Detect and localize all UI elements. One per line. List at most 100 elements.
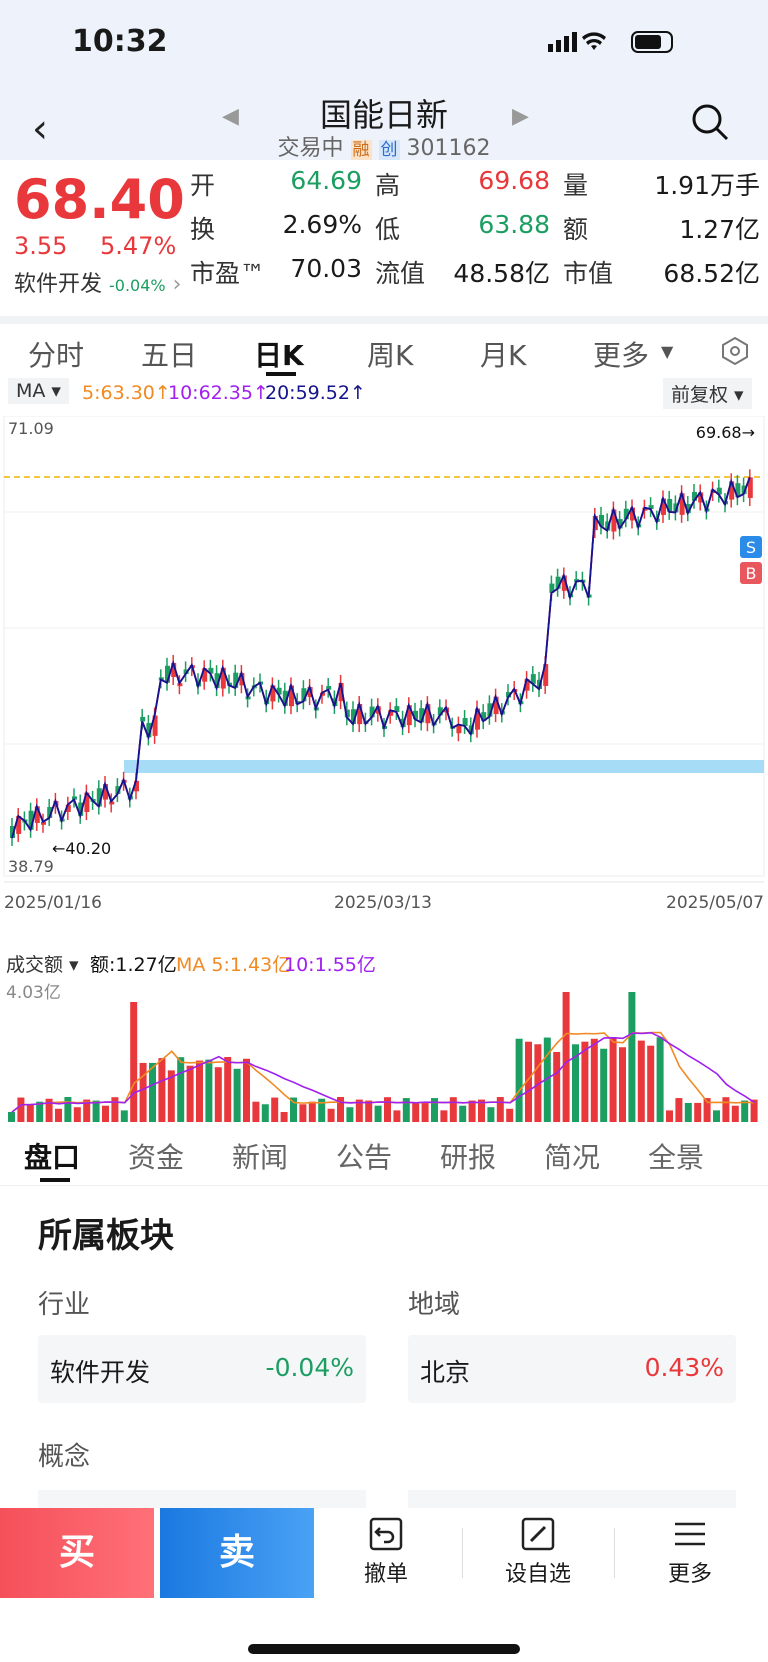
add-watchlist-button[interactable]: 设自选: [482, 1516, 594, 1596]
volume-bar: [36, 1101, 44, 1122]
price-change-pct: 5.47%: [100, 232, 177, 260]
more-button[interactable]: 更多: [634, 1516, 746, 1596]
volume-bar: [224, 1057, 232, 1122]
chart-frame: [3, 416, 765, 877]
region-card[interactable]: 北京 0.43%: [408, 1335, 736, 1403]
candle: [146, 723, 152, 738]
cancel-order-button[interactable]: 撤单: [330, 1516, 442, 1596]
back-arrow-icon[interactable]: ‹: [32, 106, 48, 152]
period-tab[interactable]: 日K: [254, 339, 304, 372]
settings-hex-icon[interactable]: [720, 336, 750, 366]
volume-bar: [628, 992, 636, 1122]
candle: [673, 503, 679, 513]
candle: [642, 507, 648, 511]
watch-label: 设自选: [504, 1562, 571, 1587]
info-tab[interactable]: 公告: [336, 1141, 393, 1174]
candle: [78, 802, 84, 816]
candle: [716, 487, 722, 495]
volume-bar: [374, 1105, 382, 1122]
adjust-selector[interactable]: 前复权 ▾: [663, 378, 752, 409]
quote-panel: 68.40 3.55 5.47% 软件开发 -0.04% › 开 64.69 高 69…: [0, 160, 768, 310]
quote-label: 市值: [563, 259, 614, 288]
candle: [623, 508, 629, 520]
candle: [115, 786, 121, 795]
search-icon[interactable]: [690, 102, 730, 142]
candle: [475, 708, 480, 730]
info-tab[interactable]: 简况: [544, 1141, 601, 1174]
volume-bar: [318, 1098, 326, 1122]
volume-bar: [290, 1097, 297, 1122]
next-stock-icon[interactable]: ▶: [512, 104, 529, 129]
candle: [530, 674, 536, 684]
ma-selector[interactable]: MA ▾: [8, 378, 69, 404]
volume-bar: [468, 1100, 476, 1122]
candle: [183, 669, 189, 675]
sell-button[interactable]: 卖: [160, 1508, 314, 1598]
quote-label: 额: [563, 215, 589, 244]
buy-button[interactable]: 买: [0, 1508, 154, 1598]
gem-tag: 创: [378, 140, 400, 160]
info-tab[interactable]: 全景: [648, 1141, 705, 1174]
ma5-value: 5:63.30↑: [82, 382, 171, 404]
industry-pct: -0.04%: [265, 1353, 354, 1382]
candle: [456, 724, 462, 734]
candle: [549, 583, 555, 593]
status-time: 10:32: [72, 24, 168, 59]
sector-link[interactable]: 软件开发 -0.04% ›: [14, 272, 182, 297]
quote-value: 1.91万手: [654, 171, 760, 200]
candle: [165, 665, 170, 683]
volume-bar: [421, 1102, 429, 1122]
candle: [493, 696, 499, 715]
period-tab[interactable]: 月K: [480, 339, 527, 372]
concept-card[interactable]: [38, 1490, 366, 1510]
prev-stock-icon[interactable]: ◀: [222, 104, 239, 129]
info-tab[interactable]: 盘口: [24, 1141, 81, 1174]
volume-bar: [440, 1110, 448, 1122]
volume-selector[interactable]: 成交额 ▾: [6, 954, 79, 976]
high-marker: 69.68→: [696, 423, 755, 442]
volume-chart[interactable]: [0, 976, 768, 1124]
volume-bar: [722, 1097, 730, 1122]
info-tab[interactable]: 研报: [440, 1141, 497, 1174]
quote-label: 开: [190, 171, 216, 200]
volume-bar: [233, 1068, 241, 1122]
candle: [214, 673, 220, 689]
candle: [177, 683, 183, 687]
volume-bar: [8, 1112, 15, 1122]
info-tab[interactable]: 新闻: [232, 1141, 289, 1174]
active-tab-underline: [40, 1178, 70, 1182]
volume-legend: 成交额 ▾ 额:1.27亿 MA 5:1.43亿 10:1.55亿 4.03亿: [0, 948, 768, 1003]
concept-card-2[interactable]: [408, 1490, 736, 1510]
volume-bar: [562, 992, 570, 1122]
volume-bar: [308, 1101, 316, 1122]
volume-bar: [337, 1097, 344, 1122]
badge-s-label: S: [746, 538, 756, 557]
candle: [103, 784, 108, 800]
period-tab[interactable]: 五日: [141, 339, 198, 372]
info-tab[interactable]: 资金: [128, 1141, 185, 1174]
sector-pct: -0.04%: [109, 276, 166, 295]
volume-bar: [186, 1065, 194, 1122]
volume-bar: [393, 1110, 401, 1122]
status-bar: 10:32: [0, 0, 768, 90]
volume-bar: [449, 1097, 457, 1122]
period-tab[interactable]: 分时: [28, 339, 85, 372]
volume-bar: [731, 1105, 739, 1122]
kline-chart[interactable]: 71.09 38.79 69.68→ ←40.20 2025/01/16 2025/03/…: [0, 416, 768, 936]
candle: [425, 704, 431, 724]
undo-icon: [369, 1517, 403, 1551]
candle: [369, 706, 375, 718]
period-tab[interactable]: 更多: [593, 339, 650, 372]
candle: [698, 492, 704, 503]
candle: [84, 792, 90, 812]
support-band: [124, 760, 764, 773]
candle: [289, 685, 294, 707]
region-pct: 0.43%: [644, 1353, 724, 1382]
candle: [592, 515, 598, 531]
candle: [561, 575, 567, 591]
candle: [47, 807, 53, 818]
candle: [134, 780, 139, 792]
volume-bar: [703, 1098, 711, 1122]
industry-card[interactable]: 软件开发 -0.04%: [38, 1335, 366, 1403]
period-tab[interactable]: 周K: [367, 339, 414, 372]
